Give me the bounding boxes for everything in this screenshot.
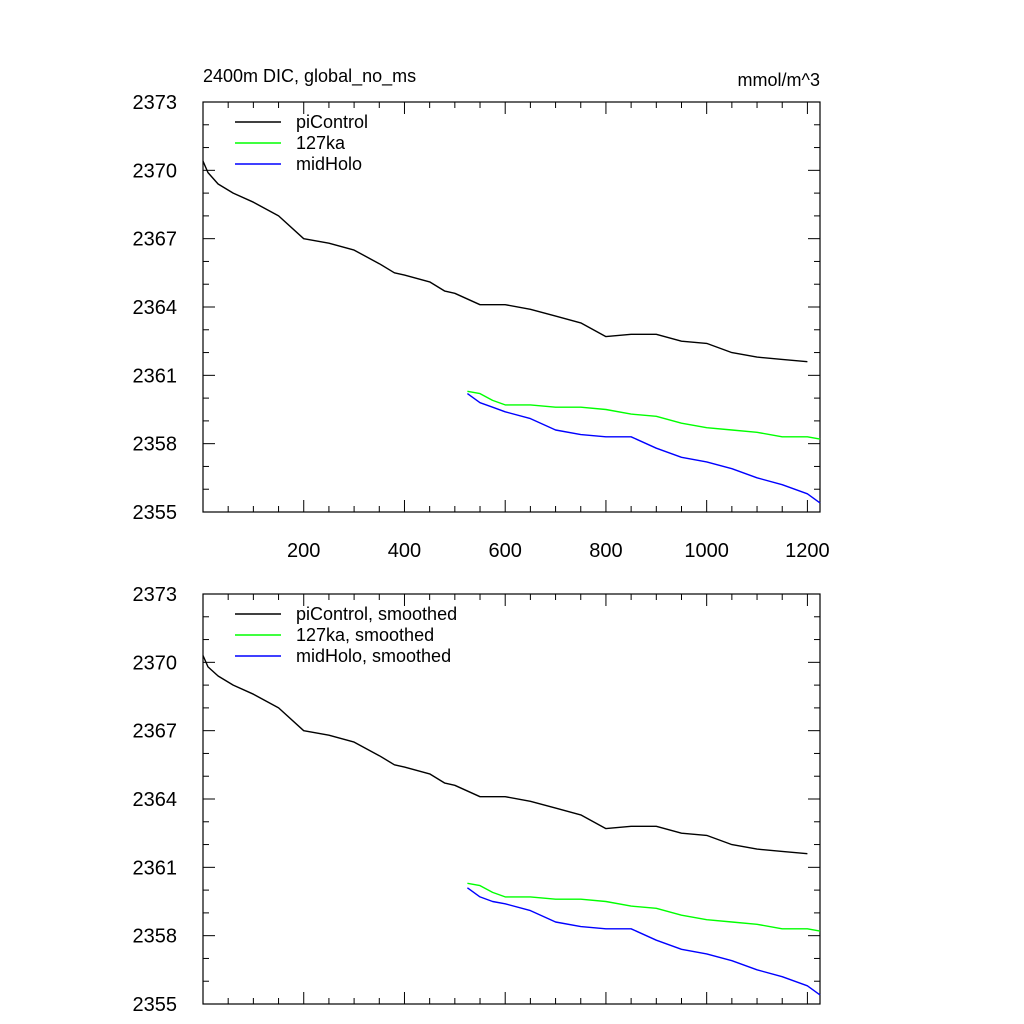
panel1-ytick-label: 2373 [133,92,178,114]
panel1-series-line-3 [466,393,821,504]
panel1-ytick-label: 2364 [133,297,178,319]
panel2-series-line-2 [467,882,821,932]
panel2-legend-label-2: 127ka, smoothed [296,625,434,645]
chart-title: 2400m DIC, global_no_ms [203,66,416,87]
panel1-legend-label-3: midHolo [296,154,362,174]
panel1-ytick-label: 2358 [133,434,178,456]
panel1-xtick-label: 200 [287,540,320,562]
panel2-series-line-1 [202,655,808,855]
panel1-legend-label-2: 127ka [296,133,346,153]
panel2-ytick-label: 2370 [133,652,178,674]
panel2-legend-label-1: piControl, smoothed [296,604,457,624]
panel1-ytick-label: 2355 [133,502,178,524]
panel1-xtick-label: 400 [388,540,421,562]
units-label: mmol/m^3 [738,70,820,90]
panel2-series-line-3 [466,887,821,996]
panel1-series-line-1 [202,160,808,363]
panel1-xtick-label: 1200 [785,540,830,562]
panel2-ytick-label: 2358 [133,926,178,948]
panel1-xtick-label: 600 [489,540,522,562]
panel1-ytick-label: 2361 [133,365,178,387]
panel2-ytick-label: 2355 [133,994,178,1016]
panel2-ytick-label: 2367 [133,721,178,743]
panel1-xtick-label: 1000 [684,540,729,562]
panel1-series-line-2 [467,390,821,440]
panel2-ytick-label: 2364 [133,789,178,811]
panel2-legend-label-3: midHolo, smoothed [296,646,451,666]
panel2-ytick-label: 2361 [133,857,178,879]
panel2-ytick-label: 2373 [133,584,178,606]
panel1-ytick-label: 2367 [133,229,178,251]
panel1-xtick-label: 800 [589,540,622,562]
panel-bottom: 2355 2358 2361 2364 2367 2370 2373 piControl, s… [133,584,821,1016]
panel1-ytick-label: 2370 [133,160,178,182]
panel-top: 2400m DIC, global_no_ms mmol/m^3 2355 2358 2… [133,66,830,562]
panel1-legend-label-1: piControl [296,112,368,132]
